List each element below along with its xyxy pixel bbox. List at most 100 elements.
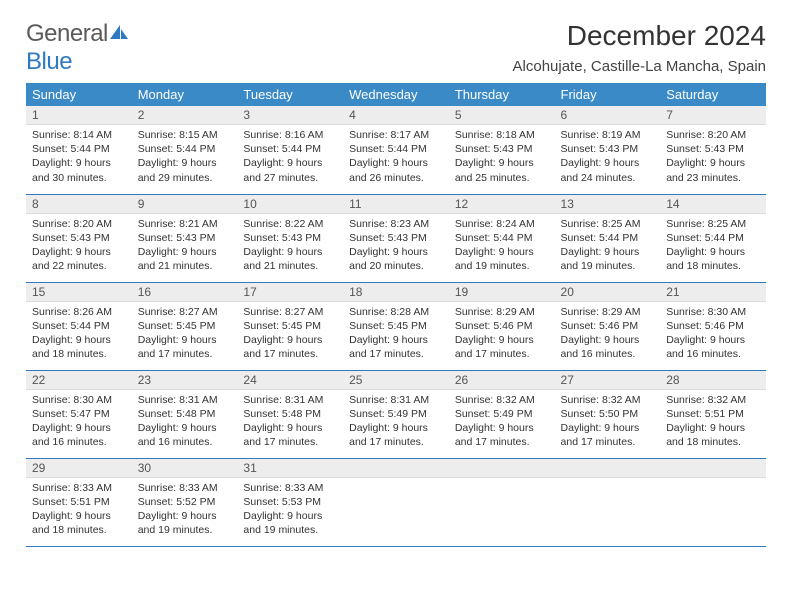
calendar-header-row: Sunday Monday Tuesday Wednesday Thursday… [26, 83, 766, 106]
calendar-day-cell: 15Sunrise: 8:26 AMSunset: 5:44 PMDayligh… [26, 282, 132, 370]
daylight-text: and 26 minutes. [349, 171, 443, 185]
daylight-text: and 16 minutes. [32, 435, 126, 449]
calendar-day-cell: 16Sunrise: 8:27 AMSunset: 5:45 PMDayligh… [132, 282, 238, 370]
daylight-text: and 17 minutes. [349, 347, 443, 361]
daylight-text: and 25 minutes. [455, 171, 549, 185]
calendar-day-cell: 26Sunrise: 8:32 AMSunset: 5:49 PMDayligh… [449, 370, 555, 458]
sunrise-text: Sunrise: 8:29 AM [455, 305, 549, 319]
day-body: Sunrise: 8:31 AMSunset: 5:48 PMDaylight:… [237, 390, 343, 454]
day-number: 10 [237, 195, 343, 214]
day-body: Sunrise: 8:29 AMSunset: 5:46 PMDaylight:… [449, 302, 555, 366]
logo: GeneralBlue [26, 20, 130, 76]
daylight-text: Daylight: 9 hours [666, 333, 760, 347]
day-body: Sunrise: 8:21 AMSunset: 5:43 PMDaylight:… [132, 214, 238, 278]
sunset-text: Sunset: 5:44 PM [561, 231, 655, 245]
daylight-text: Daylight: 9 hours [455, 245, 549, 259]
daylight-text: Daylight: 9 hours [243, 421, 337, 435]
sunset-text: Sunset: 5:49 PM [349, 407, 443, 421]
daylight-text: Daylight: 9 hours [138, 509, 232, 523]
day-number: 12 [449, 195, 555, 214]
sunset-text: Sunset: 5:51 PM [32, 495, 126, 509]
day-body: Sunrise: 8:30 AMSunset: 5:46 PMDaylight:… [660, 302, 766, 366]
sunset-text: Sunset: 5:44 PM [32, 142, 126, 156]
day-number: 21 [660, 283, 766, 302]
daylight-text: and 17 minutes. [455, 347, 549, 361]
day-number: 7 [660, 106, 766, 125]
daylight-text: and 17 minutes. [243, 347, 337, 361]
calendar-day-cell: 5Sunrise: 8:18 AMSunset: 5:43 PMDaylight… [449, 106, 555, 194]
sunset-text: Sunset: 5:43 PM [666, 142, 760, 156]
daylight-text: and 22 minutes. [32, 259, 126, 273]
sunset-text: Sunset: 5:44 PM [138, 142, 232, 156]
sunrise-text: Sunrise: 8:29 AM [561, 305, 655, 319]
calendar-day-cell [660, 458, 766, 546]
page-title: December 2024 [513, 20, 766, 52]
daylight-text: Daylight: 9 hours [666, 245, 760, 259]
sunset-text: Sunset: 5:49 PM [455, 407, 549, 421]
day-body: Sunrise: 8:20 AMSunset: 5:43 PMDaylight:… [26, 214, 132, 278]
day-number: 19 [449, 283, 555, 302]
daylight-text: Daylight: 9 hours [561, 421, 655, 435]
weekday-header: Tuesday [237, 83, 343, 106]
sunrise-text: Sunrise: 8:22 AM [243, 217, 337, 231]
calendar-day-cell: 31Sunrise: 8:33 AMSunset: 5:53 PMDayligh… [237, 458, 343, 546]
sunset-text: Sunset: 5:43 PM [32, 231, 126, 245]
daylight-text: Daylight: 9 hours [349, 156, 443, 170]
day-number [449, 459, 555, 478]
day-body: Sunrise: 8:32 AMSunset: 5:51 PMDaylight:… [660, 390, 766, 454]
day-number: 6 [555, 106, 661, 125]
sunset-text: Sunset: 5:44 PM [455, 231, 549, 245]
calendar-day-cell: 24Sunrise: 8:31 AMSunset: 5:48 PMDayligh… [237, 370, 343, 458]
calendar-week-row: 1Sunrise: 8:14 AMSunset: 5:44 PMDaylight… [26, 106, 766, 194]
daylight-text: Daylight: 9 hours [138, 333, 232, 347]
day-number [343, 459, 449, 478]
sunrise-text: Sunrise: 8:25 AM [561, 217, 655, 231]
daylight-text: and 17 minutes. [561, 435, 655, 449]
daylight-text: Daylight: 9 hours [243, 245, 337, 259]
weekday-header: Wednesday [343, 83, 449, 106]
day-number: 26 [449, 371, 555, 390]
daylight-text: Daylight: 9 hours [455, 156, 549, 170]
sunrise-text: Sunrise: 8:28 AM [349, 305, 443, 319]
daylight-text: Daylight: 9 hours [666, 421, 760, 435]
calendar-day-cell: 17Sunrise: 8:27 AMSunset: 5:45 PMDayligh… [237, 282, 343, 370]
daylight-text: Daylight: 9 hours [243, 333, 337, 347]
sunset-text: Sunset: 5:44 PM [666, 231, 760, 245]
daylight-text: Daylight: 9 hours [138, 156, 232, 170]
calendar-day-cell: 9Sunrise: 8:21 AMSunset: 5:43 PMDaylight… [132, 194, 238, 282]
daylight-text: and 27 minutes. [243, 171, 337, 185]
sunset-text: Sunset: 5:47 PM [32, 407, 126, 421]
sunrise-text: Sunrise: 8:14 AM [32, 128, 126, 142]
sunrise-text: Sunrise: 8:32 AM [666, 393, 760, 407]
sunrise-text: Sunrise: 8:15 AM [138, 128, 232, 142]
day-body: Sunrise: 8:27 AMSunset: 5:45 PMDaylight:… [237, 302, 343, 366]
daylight-text: and 24 minutes. [561, 171, 655, 185]
calendar-day-cell: 10 Sunrise: 8:22 AMSunset: 5:43 PMDayligh… [237, 194, 343, 282]
daylight-text: Daylight: 9 hours [138, 245, 232, 259]
sunset-text: Sunset: 5:43 PM [561, 142, 655, 156]
sunset-text: Sunset: 5:43 PM [455, 142, 549, 156]
calendar-day-cell: 19Sunrise: 8:29 AMSunset: 5:46 PMDayligh… [449, 282, 555, 370]
daylight-text: Daylight: 9 hours [32, 333, 126, 347]
sunrise-text: Sunrise: 8:23 AM [349, 217, 443, 231]
day-body: Sunrise: 8:28 AMSunset: 5:45 PMDaylight:… [343, 302, 449, 366]
daylight-text: Daylight: 9 hours [561, 245, 655, 259]
logo-text: GeneralBlue [26, 20, 130, 76]
calendar-day-cell: 22Sunrise: 8:30 AMSunset: 5:47 PMDayligh… [26, 370, 132, 458]
calendar-table: Sunday Monday Tuesday Wednesday Thursday… [26, 83, 766, 547]
sunset-text: Sunset: 5:43 PM [243, 231, 337, 245]
daylight-text: and 16 minutes. [138, 435, 232, 449]
logo-sail-icon [108, 20, 130, 48]
sunrise-text: Sunrise: 8:30 AM [666, 305, 760, 319]
sunrise-text: Sunrise: 8:33 AM [243, 481, 337, 495]
daylight-text: and 19 minutes. [455, 259, 549, 273]
daylight-text: Daylight: 9 hours [455, 333, 549, 347]
day-body: Sunrise: 8:14 AMSunset: 5:44 PMDaylight:… [26, 125, 132, 189]
calendar-day-cell: 14Sunrise: 8:25 AMSunset: 5:44 PMDayligh… [660, 194, 766, 282]
day-number: 13 [555, 195, 661, 214]
calendar-week-row: 8Sunrise: 8:20 AMSunset: 5:43 PMDaylight… [26, 194, 766, 282]
daylight-text: Daylight: 9 hours [561, 333, 655, 347]
daylight-text: Daylight: 9 hours [243, 509, 337, 523]
sunrise-text: Sunrise: 8:17 AM [349, 128, 443, 142]
day-body: Sunrise: 8:24 AMSunset: 5:44 PMDaylight:… [449, 214, 555, 278]
